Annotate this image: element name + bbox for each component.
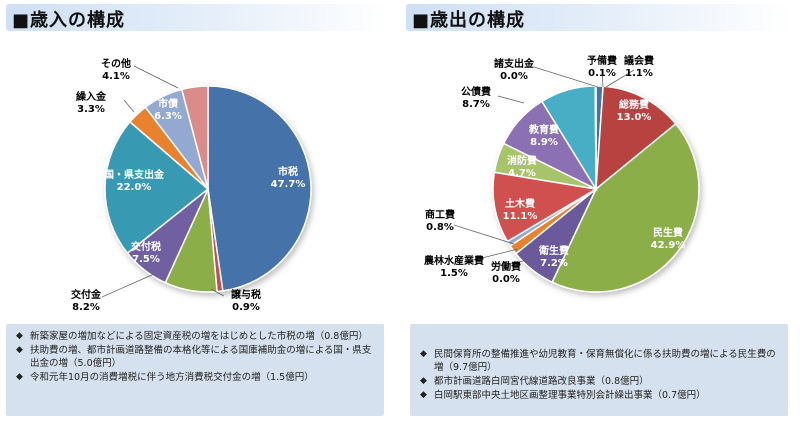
slice-label: その他 <box>101 57 131 70</box>
diamond-bullet-icon: ◆ <box>16 331 23 341</box>
slice-label: 衛生費 <box>538 244 569 257</box>
leader-line <box>605 69 635 88</box>
pie-slices <box>492 85 700 293</box>
slice-label: 消防費 <box>507 154 537 167</box>
slice-value-label: 3.3% <box>77 104 105 115</box>
slice-label: 労働費 <box>491 260 521 273</box>
slice-label: 公債費 <box>461 85 491 98</box>
leader-line <box>601 69 604 88</box>
slice-value-label: 22.0% <box>117 182 152 193</box>
slice-value-label: 13.0% <box>617 112 652 123</box>
pie-slice <box>595 85 677 191</box>
slice-label: 譲与税 <box>231 288 261 301</box>
slice-label: 民生費 <box>653 226 683 239</box>
slice-value-label: 0.0% <box>500 71 528 82</box>
slice-label: 市債 <box>158 97 178 110</box>
slice-value-label: 42.9% <box>651 240 686 251</box>
slice-value-label: 7.5% <box>132 254 160 265</box>
expenditure-pie-chart: 議会費1.1%総務費13.0%民生費42.9%衛生費7.2%労働費0.0%農林水… <box>424 54 700 293</box>
expenditure-notes-box: ◆ 民間保育所の整備推進や幼児教育・保育無償化に係る扶助費の増による民生費の増（9… <box>410 324 788 416</box>
diamond-bullet-icon: ◆ <box>420 349 427 359</box>
expenditure-title-bar: ■歳出の構成 <box>406 4 790 31</box>
expenditure-note-item: ◆ 民間保育所の整備推進や幼児教育・保育無償化に係る扶助費の増による民生費の増（9… <box>420 348 780 374</box>
revenue-note-text: 扶助費の増、都市計画道路整備の本格化等による国庫補助金の増による国・県支出金の増… <box>30 345 372 369</box>
expenditure-note-text: 白岡駅東部中央土地区画整理事業特別会計繰出事業（0.7億円） <box>434 390 706 401</box>
leader-line <box>509 257 537 265</box>
diamond-bullet-icon: ◆ <box>420 376 427 386</box>
leader-line <box>497 95 525 104</box>
slice-value-label: 0.1% <box>588 68 616 79</box>
leader-line <box>123 99 135 113</box>
diamond-bullet-icon: ◆ <box>16 372 23 382</box>
slice-value-label: 0.8% <box>426 222 454 233</box>
slice-label: 予備費 <box>587 54 617 67</box>
slice-value-label: 1.1% <box>625 68 653 79</box>
pie-slice <box>492 171 599 243</box>
revenue-note-text: 令和元年10月の消費増税に伴う地方消費税交付金の増（1.5億円） <box>30 372 314 383</box>
slice-label: 交付税 <box>131 240 161 253</box>
expenditure-note-item: ◆ 白岡駅東部中央土地区画整理事業特別会計繰出事業（0.7億円） <box>420 389 780 402</box>
slice-label: 市税 <box>278 165 298 178</box>
pie-slice <box>207 85 312 292</box>
slice-value-label: 0.9% <box>232 302 260 313</box>
expenditure-panel: ■歳出の構成 議会費 1.1% 総務費 13.0% 民生費 42.9% 衛生費 7.2% 労働費… <box>406 0 794 422</box>
slice-label: 総務費 <box>619 98 649 111</box>
pie-slice <box>594 85 597 190</box>
slice-value-label: 4.7% <box>508 168 536 179</box>
expenditure-note-item: ◆ 都市計画道路白岡宮代線道路改良事業（0.8億円） <box>420 375 780 388</box>
leader-line <box>465 248 519 263</box>
slice-value-label: 1.5% <box>440 268 468 279</box>
pie-slice <box>551 122 700 293</box>
revenue-note-item: ◆ 新築家屋の増加などによる固定資産税の増をはじめとした市税の増（0.8億円） <box>16 330 376 343</box>
pie-slices <box>104 85 312 293</box>
revenue-panel: ■歳入の構成 市税 47.7% 譲与税 0.9% 交付金 8.2% 交付税 7.5% 国・県支出… <box>6 0 394 422</box>
expenditure-note-text: 都市計画道路白岡宮代線道路改良事業（0.8億円） <box>434 376 649 387</box>
expenditure-title: ■歳出の構成 <box>412 10 526 31</box>
leader-line <box>133 65 179 89</box>
leader-line <box>210 288 225 297</box>
slice-value-label: 11.1% <box>503 211 538 222</box>
revenue-title-bar: ■歳入の構成 <box>6 4 390 31</box>
slice-label: 繰入金 <box>76 90 107 103</box>
slice-value-label: 8.7% <box>462 99 490 110</box>
slice-value-label: 6.3% <box>154 111 182 122</box>
revenue-title: ■歳入の構成 <box>12 10 126 31</box>
leader-line <box>533 66 599 88</box>
slice-label: 商工費 <box>425 208 455 221</box>
slice-value-label: 7.2% <box>540 258 568 269</box>
slice-value-label: 8.2% <box>72 302 100 313</box>
slice-label: 土木費 <box>505 197 535 210</box>
slice-label: 国・県支出金 <box>104 168 165 181</box>
revenue-note-text: 新築家屋の増加などによる固定資産税の増をはじめとした市税の増（0.8億円） <box>30 331 368 342</box>
pie-slice <box>104 120 210 255</box>
slice-value-label: 8.9% <box>530 137 558 148</box>
diamond-bullet-icon: ◆ <box>420 390 427 400</box>
slice-label: 教育費 <box>528 123 559 136</box>
revenue-notes-box: ◆ 新築家屋の増加などによる固定資産税の増をはじめとした市税の増（0.8億円） ◆… <box>6 324 384 416</box>
expenditure-note-text: 民間保育所の整備推進や幼児教育・保育無償化に係る扶助費の増による民生費の増（9.… <box>434 349 776 373</box>
slice-value-label: 4.1% <box>102 71 130 82</box>
slice-label: 交付金 <box>71 288 102 301</box>
pie-slice <box>180 85 209 190</box>
slice-label: 諸支出金 <box>494 57 535 70</box>
slice-label: 農林水産業費 <box>424 254 484 267</box>
leader-line <box>453 224 515 245</box>
slice-value-label: 47.7% <box>271 179 306 190</box>
revenue-note-item: ◆ 扶助費の増、都市計画道路整備の本格化等による国庫補助金の増による国・県支出金の… <box>16 344 376 370</box>
leader-line <box>101 273 155 298</box>
slice-value-label: 0.0% <box>492 274 520 285</box>
diamond-bullet-icon: ◆ <box>16 345 23 355</box>
slice-label: 議会費 <box>624 54 654 67</box>
revenue-note-item: ◆ 令和元年10月の消費増税に伴う地方消費税交付金の増（1.5億円） <box>16 371 376 384</box>
